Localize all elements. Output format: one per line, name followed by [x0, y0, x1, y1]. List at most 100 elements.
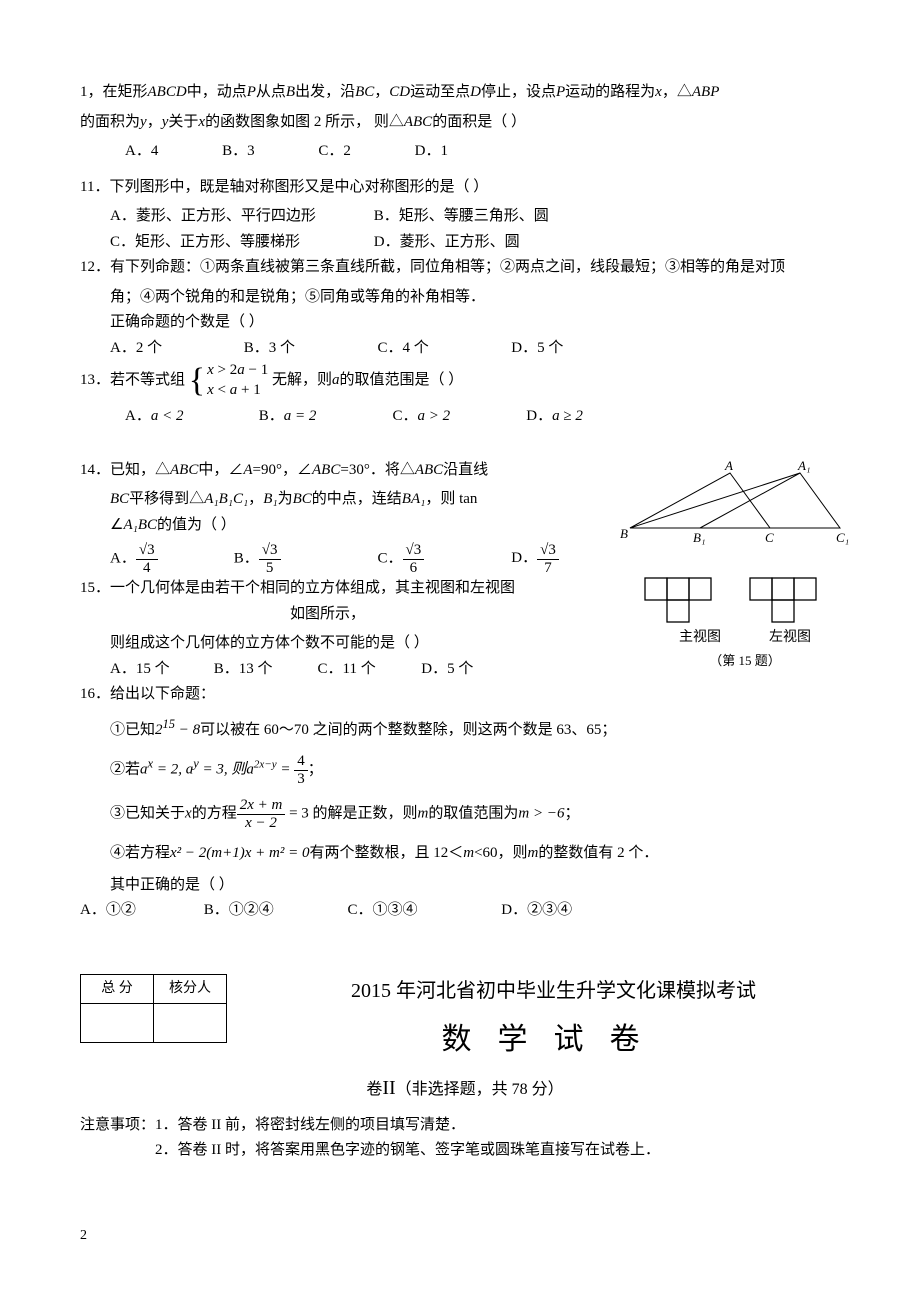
- text: 从点: [256, 84, 286, 100]
- var: ABC: [312, 462, 340, 478]
- var: a: [140, 761, 148, 777]
- text: 的取值范围为: [428, 805, 518, 821]
- var: ABC: [170, 462, 198, 478]
- text: 的函数图象如图 2 所示， 则: [205, 114, 389, 130]
- text: ，: [662, 84, 677, 100]
- q16-p1: ①已知215 − 8可以被在 60～70 之间的两个整数整除，则这两个数是 63…: [80, 714, 850, 744]
- q16-opts: A．①② B．①②④ C．①③④ D．②③④: [80, 898, 850, 924]
- text: =90°，∠: [253, 462, 312, 478]
- text: =30°．将△: [340, 462, 414, 478]
- opt-c: C．4 个: [378, 336, 508, 362]
- label-A: A: [724, 458, 733, 473]
- text: 中，动点: [187, 84, 247, 100]
- triangle-diagram: A A₁ B B₁ C C₁: [620, 458, 850, 548]
- opt-d: D．5 个: [511, 340, 563, 356]
- opt-c: C．11 个: [318, 657, 418, 683]
- var: BC: [293, 491, 312, 507]
- opt-a: A．a < 2: [125, 404, 255, 430]
- expr: x² − 2(m+1)x + m² = 0: [170, 845, 309, 861]
- lead: 13．若不等式组: [80, 372, 185, 388]
- q12-l2: 角；④两个锐角的和是锐角；⑤同角或等角的补角相等．: [80, 285, 850, 311]
- var: ABC: [404, 114, 432, 130]
- note-2: 2．答卷 II 时，将答案用黑色字迹的钢笔、签字笔或圆珠笔直接写在试卷上．: [155, 1142, 660, 1158]
- var: A₁BC: [123, 517, 157, 533]
- text: 的面积是（ ）: [432, 114, 526, 130]
- opt-a: A．15 个: [110, 657, 210, 683]
- var: x: [655, 84, 662, 100]
- tri: △: [389, 114, 404, 130]
- var: P: [556, 84, 565, 100]
- notes-lead: 注意事项：: [80, 1117, 155, 1133]
- den: − 2: [252, 815, 277, 831]
- score-checker-cell[interactable]: [154, 1003, 227, 1042]
- opt-b: B．a = 2: [259, 404, 389, 430]
- opt-d: D．√37: [511, 550, 559, 566]
- q16-p3: ③已知关于x的方程2x + mx − 2 = 3 的解是正数，则m的取值范围为m…: [80, 797, 850, 831]
- opt-b: B．矩形、等腰三角形、圆: [374, 208, 549, 224]
- text: = 2,: [153, 761, 186, 777]
- text: 的值为（ ）: [157, 517, 236, 533]
- var: ABP: [692, 84, 720, 100]
- var: a: [237, 362, 245, 378]
- text: 运动的路程为: [565, 84, 655, 100]
- caption-num: （第 15 题）: [640, 650, 850, 672]
- text: 15．一个几何体是由若干个相同的立方体组成，其主视图和左视图: [80, 580, 515, 596]
- var: BC: [110, 491, 129, 507]
- q12-l1: 12．有下列命题：①两条直线被第三条直线所截，同位角相等；②两点之间，线段最短；…: [80, 255, 850, 281]
- opt-d: D．a ≥ 2: [526, 408, 583, 424]
- text: =: [277, 761, 295, 777]
- q16-tail: 其中正确的是（ ）: [80, 873, 850, 899]
- score-total-label: 总 分: [81, 974, 154, 1003]
- var: A: [243, 462, 252, 478]
- opt-b: B．3: [222, 139, 255, 165]
- q15-figure: 主视图左视图 （第 15 题）: [640, 576, 850, 672]
- text: 的整数值有 2 个．: [538, 845, 658, 861]
- var: m: [418, 805, 429, 821]
- notes: 注意事项：1．答卷 II 前，将密封线左侧的项目填写清楚． 2．答卷 II 时，…: [80, 1113, 850, 1164]
- num: 4: [294, 753, 308, 771]
- score-total-cell[interactable]: [81, 1003, 154, 1042]
- q1-line2: 的面积为y，y关于x的函数图象如图 2 所示， 则△ABC的面积是（ ）: [80, 110, 850, 136]
- text: 1，在矩形: [80, 84, 148, 100]
- page-number: 2: [80, 1224, 850, 1248]
- text: ∠: [110, 517, 123, 533]
- var: x: [185, 805, 192, 821]
- q11-row1: A．菱形、正方形、平行四边形 B．矩形、等腰三角形、圆: [80, 204, 850, 230]
- text: ，则 tan: [425, 491, 477, 507]
- opt-b: B．3 个: [244, 336, 374, 362]
- opt-a: A．菱形、正方形、平行四边形: [110, 204, 370, 230]
- opt-a: A．√34: [110, 542, 230, 576]
- var: CD: [389, 84, 410, 100]
- var: ABCD: [148, 84, 187, 100]
- caption-left: 左视图: [745, 626, 835, 650]
- var: ABC: [415, 462, 443, 478]
- text: − 1: [245, 362, 268, 378]
- tail1: 无解，则: [272, 372, 332, 388]
- var: x: [207, 382, 214, 398]
- text: > 2: [214, 362, 237, 378]
- score-checker-label: 核分人: [154, 974, 227, 1003]
- text: ，: [374, 84, 389, 100]
- text: ；: [308, 761, 323, 777]
- exp: 2x−y: [254, 758, 277, 770]
- var: A₁B₁C₁: [204, 491, 248, 507]
- var: a: [246, 761, 254, 777]
- var: x: [207, 362, 214, 378]
- text: − 8: [175, 722, 200, 738]
- q16-p4: ④若方程x² − 2(m+1)x + m² = 0有两个整数根，且 12＜m<6…: [80, 841, 850, 867]
- text: 的方程: [192, 805, 237, 821]
- opt-b: B．√35: [234, 542, 374, 576]
- expr: m > −6: [518, 805, 564, 821]
- q12-opts: A．2 个 B．3 个 C．4 个 D．5 个: [80, 336, 850, 362]
- text: ④若方程: [110, 845, 170, 861]
- opt-c: C．矩形、正方形、等腰梯形: [110, 230, 370, 256]
- var: B₁: [263, 491, 277, 507]
- note-1: 1．答卷 II 前，将密封线左侧的项目填写清楚．: [155, 1117, 465, 1133]
- caption-main: 主视图: [655, 626, 745, 650]
- num: 2x + m: [240, 797, 283, 813]
- opt-a: A．4: [125, 139, 158, 165]
- text: 14．已知，△: [80, 462, 170, 478]
- exp: 15: [163, 717, 176, 731]
- text: 中，∠: [198, 462, 243, 478]
- label-B1: B₁: [693, 530, 705, 545]
